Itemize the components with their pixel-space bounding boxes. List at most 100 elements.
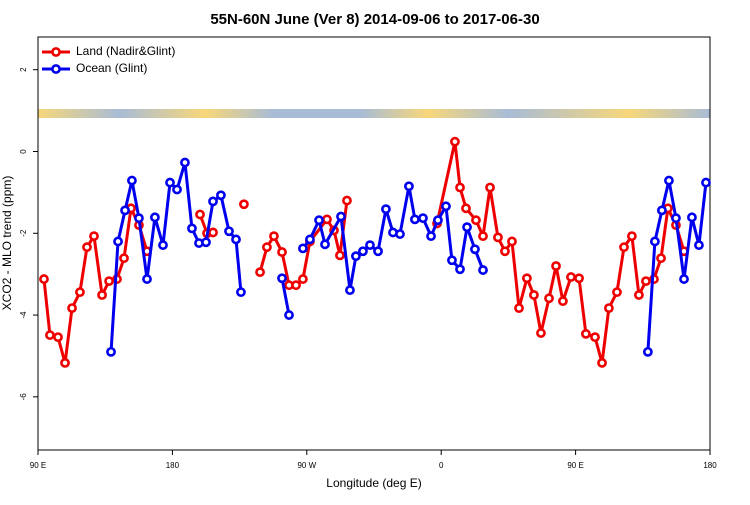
data-point: [507, 236, 517, 247]
data-point: [590, 332, 600, 343]
data-point: [142, 274, 152, 284]
data-point: [134, 213, 144, 224]
chart-title: 55N-60N June (Ver 8) 2014-09-06 to 2017-…: [210, 11, 539, 28]
data-point: [701, 177, 711, 188]
data-point: [500, 246, 510, 257]
data-point: [216, 190, 226, 201]
data-point: [381, 204, 391, 215]
x-axis-label: Longitude (deg E): [326, 476, 421, 490]
data-point: [262, 242, 272, 253]
data-point: [298, 243, 308, 254]
data-point: [75, 287, 85, 298]
legend-label: Land (Nadir&Glint): [76, 44, 175, 58]
data-point: [320, 239, 330, 250]
data-point: [433, 215, 443, 226]
data-point: [291, 280, 301, 291]
data-point: [426, 231, 436, 242]
data-point: [236, 287, 246, 298]
data-point: [322, 214, 332, 225]
data-point: [284, 310, 294, 320]
data-point: [634, 290, 644, 300]
data-point: [255, 267, 265, 278]
data-point: [53, 332, 63, 343]
data-point: [269, 231, 279, 242]
data-point: [82, 242, 92, 253]
data-point: [604, 303, 614, 314]
data-point: [45, 330, 55, 340]
data-point: [395, 229, 405, 239]
data-point: [619, 242, 629, 253]
data-point: [455, 182, 465, 193]
y-tick-label: -6: [19, 393, 28, 401]
data-point: [165, 177, 175, 188]
data-point: [150, 212, 160, 223]
data-point: [208, 227, 218, 238]
data-point: [342, 195, 352, 206]
legend-marker: [51, 47, 61, 57]
data-point: [119, 253, 129, 264]
series-line: [301, 184, 485, 292]
data-point: [104, 276, 114, 287]
data-point: [679, 274, 689, 284]
data-point: [358, 246, 368, 257]
data-point: [455, 264, 465, 275]
data-point: [418, 213, 428, 224]
data-point: [239, 199, 249, 210]
data-point: [671, 213, 681, 224]
plot-frame: [37, 36, 711, 451]
map-band: [38, 109, 710, 118]
data-point: [410, 214, 420, 225]
data-point: [656, 253, 666, 264]
data-point: [471, 215, 481, 226]
data-point: [522, 273, 532, 284]
data-point: [208, 196, 218, 207]
data-point: [404, 181, 414, 192]
data-point: [470, 244, 480, 255]
x-tick-label: 180: [703, 461, 717, 470]
y-tick-label: -4: [19, 311, 28, 319]
data-point: [461, 203, 471, 214]
data-point: [450, 136, 460, 147]
data-point: [172, 184, 182, 195]
data-point: [485, 182, 495, 193]
data-point: [447, 255, 457, 266]
data-point: [641, 276, 651, 287]
data-point: [365, 240, 375, 251]
data-point: [187, 223, 197, 234]
data-point: [657, 205, 667, 216]
data-point: [441, 201, 451, 212]
data-point: [694, 240, 704, 251]
data-point: [231, 234, 241, 245]
data-point: [612, 287, 622, 298]
data-point: [39, 274, 49, 284]
data-point: [67, 303, 77, 314]
data-point: [544, 293, 554, 304]
data-point: [514, 303, 524, 314]
data-point: [345, 285, 355, 296]
data-point: [574, 273, 584, 284]
data-point: [314, 215, 324, 226]
data-point: [581, 328, 591, 339]
legend-marker: [51, 64, 61, 74]
y-tick-label: -2: [19, 229, 28, 237]
data-point: [478, 265, 488, 275]
data-point: [195, 209, 205, 220]
data-point: [224, 226, 234, 237]
legend-label: Ocean (Glint): [76, 61, 147, 75]
data-point: [180, 157, 190, 168]
data-point: [597, 358, 607, 368]
data-point: [158, 240, 168, 251]
data-point: [626, 231, 637, 242]
data-point: [97, 290, 107, 300]
data-point: [298, 274, 308, 284]
data-point: [493, 232, 503, 243]
series-line: [646, 179, 708, 352]
x-tick-label: 90 W: [297, 461, 316, 470]
data-point: [201, 237, 211, 248]
data-point: [551, 261, 561, 271]
series-line: [258, 200, 349, 287]
data-point: [478, 231, 488, 242]
data-point: [89, 231, 99, 242]
y-axis-label: XCO2 - MLO trend (ppm): [0, 176, 14, 311]
